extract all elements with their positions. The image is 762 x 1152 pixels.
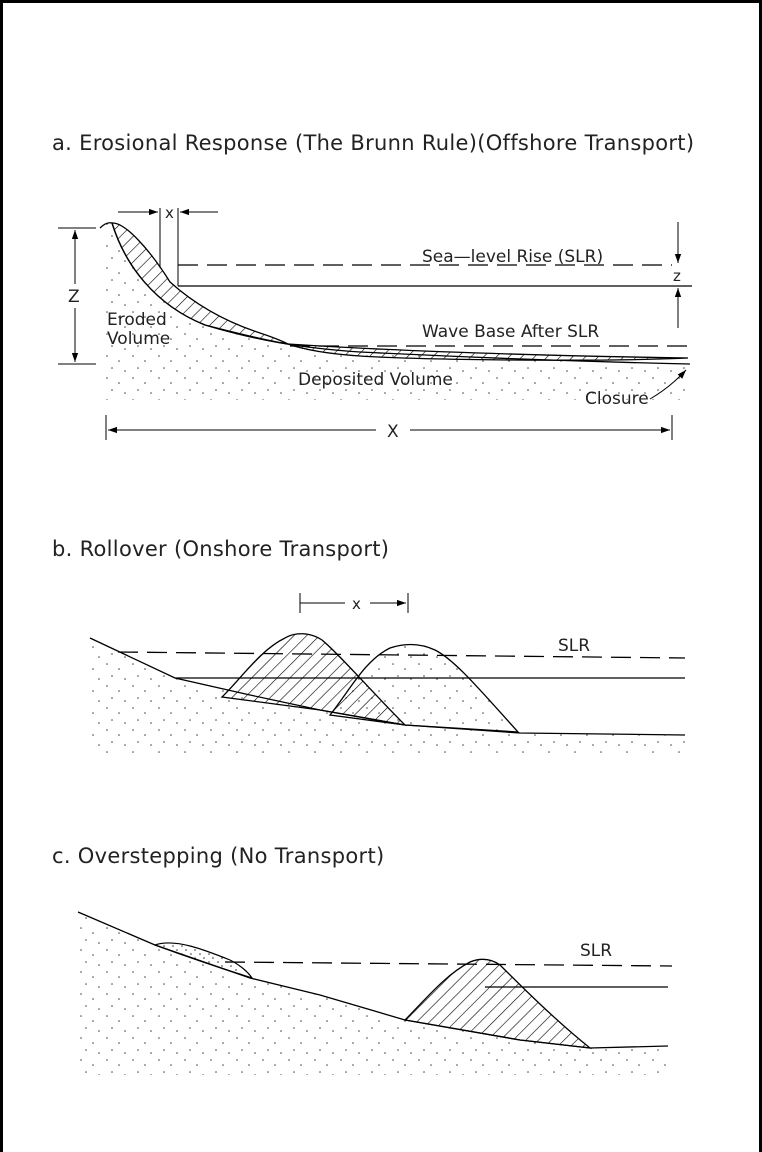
panel-b: b. Rollover (Onshore Transport) SLR x — [52, 537, 686, 755]
eroded-label-line1: Eroded — [107, 310, 167, 330]
panel-c-title: c. Overstepping (No Transport) — [52, 844, 384, 868]
panel-c-profile — [77, 911, 669, 1049]
panel-a: a. Erosional Response (The Brunn Rule)(O… — [52, 131, 694, 442]
panel-c: c. Overstepping (No Transport) SLR — [52, 844, 673, 1075]
panel-c-slr-label: SLR — [580, 941, 612, 961]
dim-X-large: X — [387, 422, 399, 442]
closure-label: Closure — [585, 389, 649, 409]
panel-b-slr-label: SLR — [558, 636, 590, 656]
wave-base-label: Wave Base After SLR — [422, 322, 599, 342]
dim-x-small: x — [165, 204, 174, 222]
deposited-volume — [287, 343, 689, 361]
panel-c-sediment — [78, 912, 668, 1075]
eroded-label-line2: Volume — [107, 329, 170, 349]
panel-b-dim-x: x — [352, 595, 361, 613]
panel-c-barrier — [403, 958, 593, 1049]
old-barrier — [220, 633, 407, 726]
panel-b-sediment — [90, 638, 685, 755]
panel-a-sediment — [100, 222, 690, 400]
dim-z-small: z — [673, 267, 681, 285]
slr-label: Sea—level Rise (SLR) — [422, 247, 603, 267]
panel-c-slr-line — [224, 961, 673, 967]
closure-leader — [649, 369, 687, 400]
deposited-label: Deposited Volume — [298, 370, 453, 390]
dim-Z-large: Z — [68, 287, 80, 307]
panel-b-title: b. Rollover (Onshore Transport) — [52, 537, 389, 561]
panel-a-title: a. Erosional Response (The Brunn Rule)(O… — [52, 131, 694, 155]
initial-profile — [99, 222, 691, 365]
panel-b-slr-line — [117, 651, 686, 659]
